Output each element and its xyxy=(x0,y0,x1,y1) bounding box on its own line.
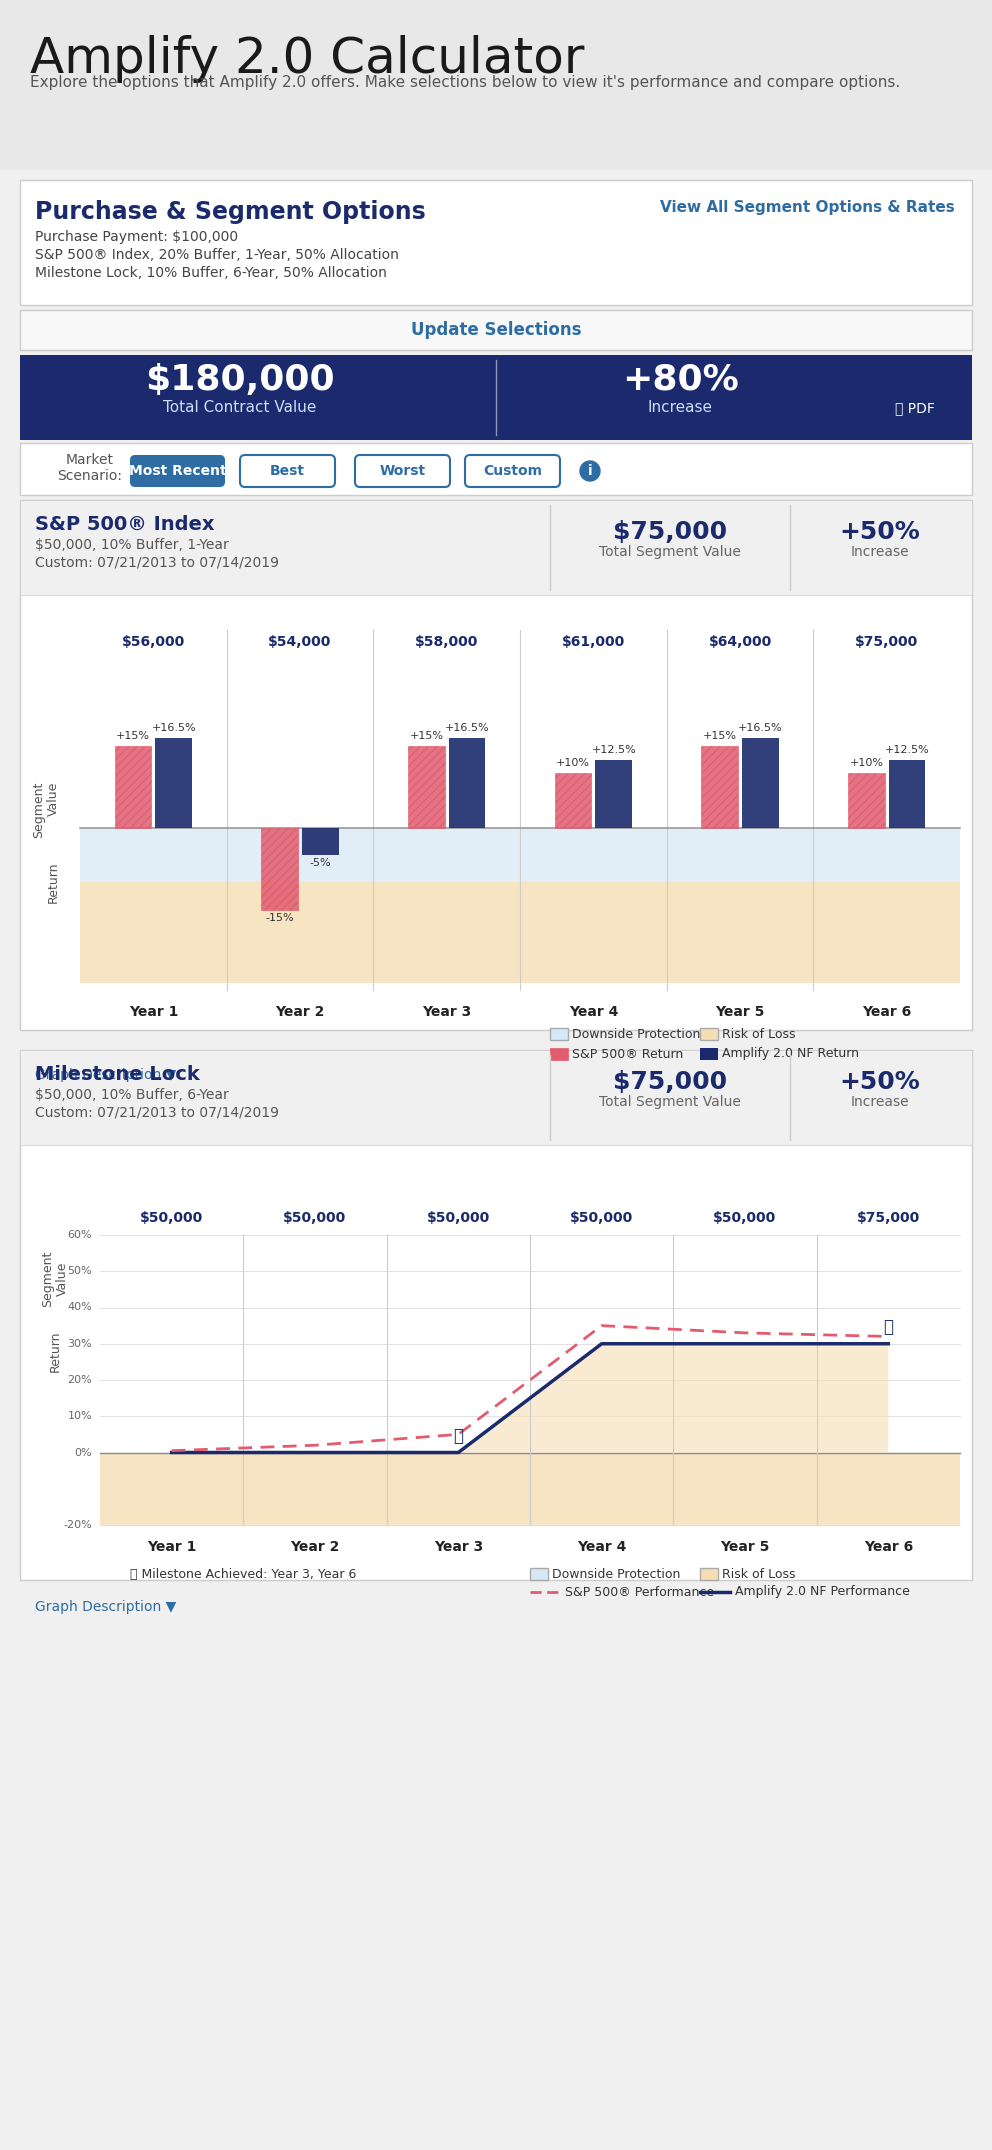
Circle shape xyxy=(580,460,600,482)
Text: Increase: Increase xyxy=(851,1094,910,1109)
Text: +15%: +15% xyxy=(410,731,443,742)
FancyBboxPatch shape xyxy=(130,456,225,488)
FancyBboxPatch shape xyxy=(100,1234,960,1524)
Text: Year 5: Year 5 xyxy=(715,1004,765,1019)
Text: 40%: 40% xyxy=(67,1303,92,1311)
Text: Risk of Loss: Risk of Loss xyxy=(722,1028,796,1041)
Bar xyxy=(555,774,591,828)
Text: $50,000: $50,000 xyxy=(140,1210,203,1225)
Text: S&P 500® Index, 20% Buffer, 1-Year, 50% Allocation: S&P 500® Index, 20% Buffer, 1-Year, 50% … xyxy=(35,247,399,262)
FancyBboxPatch shape xyxy=(20,355,972,441)
Text: Purchase Payment: $100,000: Purchase Payment: $100,000 xyxy=(35,230,238,243)
Text: Custom: 07/21/2013 to 07/14/2019: Custom: 07/21/2013 to 07/14/2019 xyxy=(35,555,279,570)
Text: View All Segment Options & Rates: View All Segment Options & Rates xyxy=(661,200,955,215)
Bar xyxy=(550,1028,568,1041)
Text: S&P 500® Index: S&P 500® Index xyxy=(35,516,214,533)
Text: 📄 PDF: 📄 PDF xyxy=(895,402,935,415)
Text: Risk of Loss: Risk of Loss xyxy=(722,1567,796,1580)
Text: $75,000: $75,000 xyxy=(855,634,919,649)
Text: Increase: Increase xyxy=(851,544,910,559)
Bar xyxy=(700,1028,718,1041)
Text: Worst: Worst xyxy=(379,464,426,477)
FancyBboxPatch shape xyxy=(20,1049,972,1146)
Text: Year 3: Year 3 xyxy=(422,1004,471,1019)
Text: Year 1: Year 1 xyxy=(147,1539,196,1554)
Text: $50,000, 10% Buffer, 6-Year: $50,000, 10% Buffer, 6-Year xyxy=(35,1088,229,1103)
Text: $50,000: $50,000 xyxy=(284,1210,346,1225)
Text: Year 5: Year 5 xyxy=(720,1539,770,1554)
FancyBboxPatch shape xyxy=(20,443,972,494)
Text: $50,000: $50,000 xyxy=(570,1210,633,1225)
Text: 0%: 0% xyxy=(74,1447,92,1458)
Bar xyxy=(115,746,152,828)
Text: Total Segment Value: Total Segment Value xyxy=(599,1094,741,1109)
Bar xyxy=(302,828,338,856)
Text: $64,000: $64,000 xyxy=(708,634,772,649)
Text: +10%: +10% xyxy=(556,759,590,768)
Text: Year 3: Year 3 xyxy=(434,1539,483,1554)
Text: +15%: +15% xyxy=(702,731,737,742)
Polygon shape xyxy=(172,1344,888,1453)
Text: 🔒: 🔒 xyxy=(453,1425,463,1445)
Text: Total Contract Value: Total Contract Value xyxy=(164,400,316,415)
Text: $61,000: $61,000 xyxy=(561,634,625,649)
Text: Return: Return xyxy=(49,1331,62,1372)
Text: Custom: Custom xyxy=(483,464,542,477)
Text: $58,000: $58,000 xyxy=(415,634,478,649)
Text: +16.5%: +16.5% xyxy=(738,722,783,733)
Bar xyxy=(742,737,779,828)
Text: -15%: -15% xyxy=(265,914,294,922)
FancyBboxPatch shape xyxy=(240,456,335,488)
FancyBboxPatch shape xyxy=(80,828,960,881)
Text: 20%: 20% xyxy=(67,1376,92,1385)
Text: Increase: Increase xyxy=(648,400,712,415)
Text: Milestone Lock: Milestone Lock xyxy=(35,1064,199,1084)
Text: +15%: +15% xyxy=(116,731,150,742)
Text: Year 2: Year 2 xyxy=(291,1539,339,1554)
Text: $75,000: $75,000 xyxy=(613,520,727,544)
Text: Year 4: Year 4 xyxy=(577,1539,626,1554)
Text: Segment
Value: Segment Value xyxy=(32,783,60,839)
Text: +10%: +10% xyxy=(849,759,883,768)
Text: +50%: +50% xyxy=(839,520,921,544)
Text: 60%: 60% xyxy=(67,1230,92,1241)
Bar xyxy=(701,746,738,828)
Text: 🔒: 🔒 xyxy=(883,1318,894,1335)
Bar xyxy=(889,759,926,828)
Text: i: i xyxy=(587,464,592,477)
Text: +12.5%: +12.5% xyxy=(591,744,636,755)
Bar xyxy=(156,737,192,828)
Text: Year 2: Year 2 xyxy=(276,1004,324,1019)
Text: Best: Best xyxy=(270,464,305,477)
Bar xyxy=(530,1567,548,1580)
Bar xyxy=(595,759,632,828)
Text: +50%: +50% xyxy=(839,1071,921,1094)
Text: 10%: 10% xyxy=(67,1410,92,1421)
Text: +16.5%: +16.5% xyxy=(152,722,196,733)
Bar xyxy=(261,828,298,909)
Bar xyxy=(408,746,444,828)
Text: +16.5%: +16.5% xyxy=(444,722,489,733)
Text: 50%: 50% xyxy=(67,1266,92,1277)
Text: Total Segment Value: Total Segment Value xyxy=(599,544,741,559)
Text: Custom: 07/21/2013 to 07/14/2019: Custom: 07/21/2013 to 07/14/2019 xyxy=(35,1105,279,1118)
FancyBboxPatch shape xyxy=(0,0,992,170)
FancyBboxPatch shape xyxy=(355,456,450,488)
Text: $54,000: $54,000 xyxy=(268,634,331,649)
Text: $75,000: $75,000 xyxy=(857,1210,920,1225)
FancyBboxPatch shape xyxy=(80,630,960,989)
Text: 30%: 30% xyxy=(67,1339,92,1348)
Text: -20%: -20% xyxy=(63,1520,92,1531)
Text: 🔒 Milestone Achieved: Year 3, Year 6: 🔒 Milestone Achieved: Year 3, Year 6 xyxy=(130,1570,356,1582)
Text: Year 1: Year 1 xyxy=(129,1004,178,1019)
FancyBboxPatch shape xyxy=(465,456,560,488)
Text: Explore the options that Amplify 2.0 offers. Make selections below to view it's : Explore the options that Amplify 2.0 off… xyxy=(30,75,901,90)
Text: Amplify 2.0 NF Return: Amplify 2.0 NF Return xyxy=(722,1047,859,1060)
FancyBboxPatch shape xyxy=(80,882,960,983)
Text: Return: Return xyxy=(47,862,60,903)
Text: +12.5%: +12.5% xyxy=(885,744,930,755)
Text: $50,000, 10% Buffer, 1-Year: $50,000, 10% Buffer, 1-Year xyxy=(35,538,229,553)
Text: Graph Description ▼: Graph Description ▼ xyxy=(35,1069,177,1081)
Text: Milestone Lock, 10% Buffer, 6-Year, 50% Allocation: Milestone Lock, 10% Buffer, 6-Year, 50% … xyxy=(35,267,387,280)
